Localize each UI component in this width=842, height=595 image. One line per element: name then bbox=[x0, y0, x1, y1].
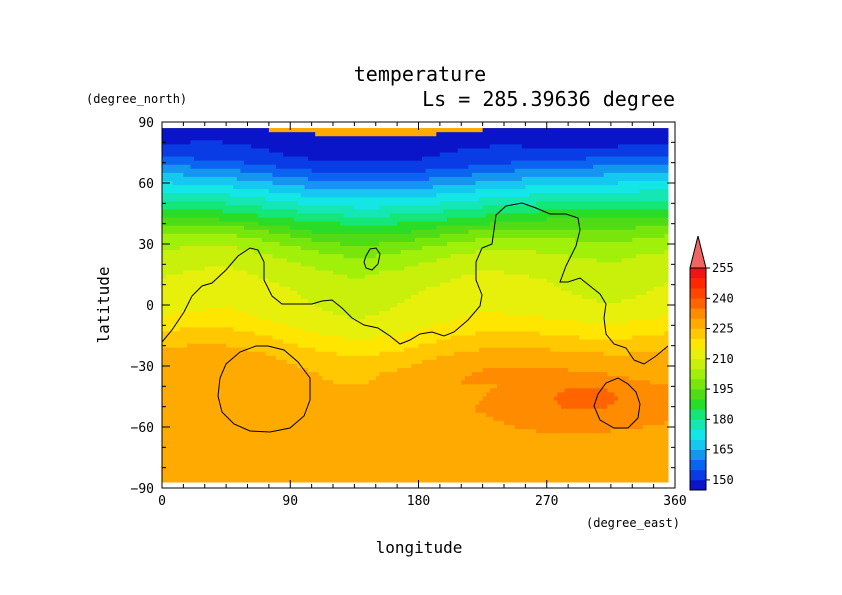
chart-subtitle: Ls = 285.39636 degree bbox=[422, 87, 675, 111]
colorbar-segment bbox=[690, 449, 706, 461]
y-units-label: (degree_north) bbox=[86, 92, 187, 106]
y-tick-label: 0 bbox=[146, 299, 154, 314]
colorbar-segment bbox=[690, 439, 706, 450]
colorbar-segment bbox=[690, 308, 706, 319]
y-tick-label: 30 bbox=[138, 238, 154, 253]
colorbar-tick-label: 225 bbox=[712, 322, 734, 336]
y-tick-label: −30 bbox=[131, 360, 154, 375]
colorbar-frame bbox=[689, 267, 707, 491]
continent-contour bbox=[162, 202, 669, 365]
colorbar-tick-label: 150 bbox=[712, 473, 734, 487]
y-tick-label: 60 bbox=[138, 177, 154, 192]
colorbar-tick-label: 195 bbox=[712, 382, 734, 396]
x-axis-ticks: 0 90 180 270 360 bbox=[158, 122, 687, 509]
colorbar-segment bbox=[690, 278, 706, 289]
colorbar-tick-label: 255 bbox=[712, 261, 734, 275]
y-tick-label: 90 bbox=[138, 116, 154, 131]
colorbar-segment bbox=[690, 389, 706, 400]
y-axis-label: latitude bbox=[94, 266, 113, 343]
topography-contours bbox=[162, 202, 669, 433]
y-tick-label: −90 bbox=[131, 482, 154, 497]
colorbar-segment bbox=[690, 399, 706, 410]
colorbar-segment bbox=[690, 419, 706, 430]
colorbar-segment bbox=[690, 268, 706, 279]
colorbar-segment bbox=[690, 409, 706, 420]
x-tick-label: 180 bbox=[407, 494, 430, 509]
colorbar-segment bbox=[690, 318, 706, 329]
south-basin-contour bbox=[217, 345, 311, 433]
colorbar-segment bbox=[690, 298, 706, 309]
colorbar-extend-arrow bbox=[689, 235, 707, 269]
x-units-label: (degree_east) bbox=[586, 516, 680, 530]
chart-title: temperature bbox=[354, 62, 486, 86]
island-contour bbox=[363, 247, 381, 271]
colorbar-segment bbox=[690, 429, 706, 440]
x-tick-label: 0 bbox=[158, 494, 166, 509]
colorbar: 150 165 180 195 210 225 240 255 bbox=[689, 235, 734, 491]
east-basin-contour bbox=[593, 377, 641, 429]
colorbar-segment bbox=[690, 459, 706, 471]
temperature-field bbox=[162, 128, 669, 483]
x-tick-label: 90 bbox=[282, 494, 298, 509]
colorbar-segment bbox=[690, 358, 706, 370]
colorbar-tick-label: 210 bbox=[712, 352, 734, 366]
colorbar-tick-label: 240 bbox=[712, 291, 734, 305]
colorbar-tick-label: 165 bbox=[712, 443, 734, 457]
y-axis-ticks: 90 60 30 0 −30 −60 −90 bbox=[131, 116, 675, 497]
colorbar-tick-label: 180 bbox=[712, 412, 734, 426]
colorbar-segment bbox=[690, 338, 706, 350]
colorbar-segment bbox=[690, 469, 706, 481]
x-tick-label: 360 bbox=[663, 494, 686, 509]
x-axis-label: longitude bbox=[376, 538, 463, 557]
colorbar-segment bbox=[690, 288, 706, 299]
colorbar-segment bbox=[690, 368, 706, 380]
colorbar-segment bbox=[690, 479, 706, 491]
colorbar-segment bbox=[690, 348, 706, 360]
x-tick-label: 270 bbox=[535, 494, 558, 509]
colorbar-segment bbox=[690, 379, 706, 390]
colorbar-segment bbox=[690, 328, 706, 339]
y-tick-label: −60 bbox=[131, 421, 154, 436]
